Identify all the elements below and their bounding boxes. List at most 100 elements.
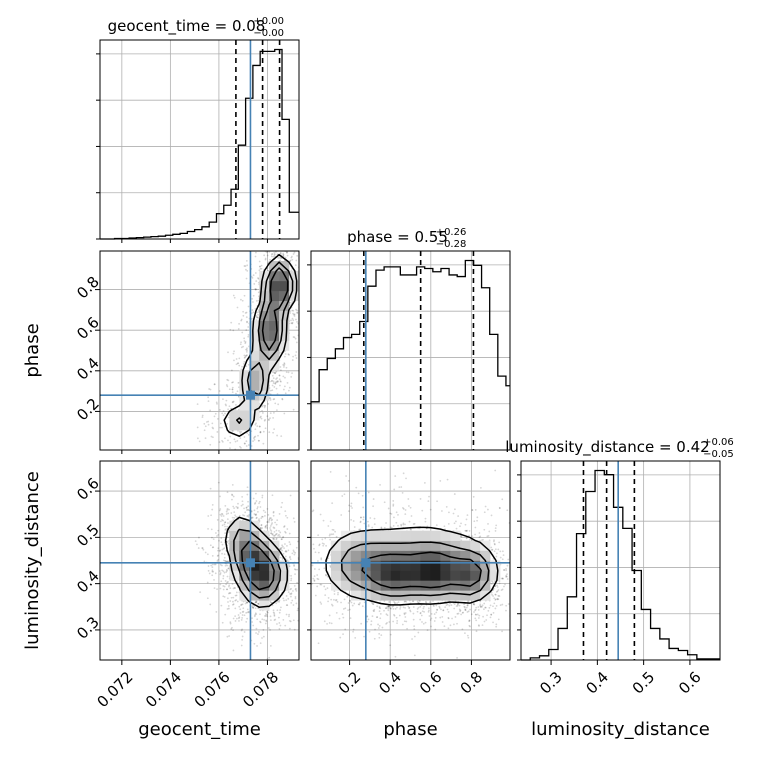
sample-point bbox=[288, 556, 291, 559]
panel-title-luminosity_distance: luminosity_distance = 0.42 bbox=[505, 438, 709, 457]
sample-point bbox=[221, 439, 223, 442]
sample-point bbox=[227, 530, 230, 533]
sample-point bbox=[244, 511, 247, 514]
sample-point bbox=[243, 356, 246, 359]
sample-point bbox=[244, 312, 247, 314]
sample-point bbox=[279, 547, 281, 550]
sample-point bbox=[278, 533, 280, 536]
sample-point bbox=[220, 512, 223, 515]
sample-point bbox=[283, 355, 286, 358]
sample-point bbox=[246, 601, 249, 604]
sample-point bbox=[228, 607, 230, 610]
sample-point bbox=[323, 620, 326, 623]
sample-point bbox=[256, 506, 259, 508]
sample-point bbox=[217, 533, 220, 536]
sample-point bbox=[275, 370, 278, 373]
sample-point bbox=[302, 296, 304, 298]
sample-point bbox=[240, 504, 243, 507]
sample-point bbox=[281, 673, 283, 675]
sample-point bbox=[285, 550, 287, 552]
density-cell bbox=[269, 350, 280, 361]
histogram-step-phase bbox=[310, 259, 510, 450]
title-main: luminosity_distance = 0.42 bbox=[505, 438, 709, 457]
sample-point bbox=[241, 331, 244, 334]
sample-point bbox=[494, 607, 497, 610]
sample-point bbox=[257, 603, 260, 605]
sample-point bbox=[302, 249, 304, 251]
sample-point bbox=[246, 611, 249, 614]
sample-point bbox=[260, 417, 263, 420]
sample-point bbox=[255, 500, 258, 502]
sample-point bbox=[296, 311, 299, 314]
sample-point bbox=[229, 621, 232, 623]
sample-point bbox=[302, 553, 304, 555]
sample-point bbox=[293, 568, 296, 571]
sample-point bbox=[238, 620, 240, 622]
sample-point bbox=[243, 361, 246, 363]
sample-point bbox=[265, 619, 268, 622]
sample-point bbox=[247, 334, 250, 336]
sample-point bbox=[438, 607, 441, 609]
sample-point bbox=[227, 567, 230, 570]
density-cell bbox=[259, 370, 270, 381]
sample-point bbox=[257, 434, 259, 437]
sample-point bbox=[224, 529, 227, 531]
density-cell bbox=[279, 280, 290, 292]
sample-point bbox=[267, 245, 269, 247]
sample-point bbox=[458, 608, 461, 611]
sample-point bbox=[255, 288, 257, 291]
sample-point bbox=[303, 547, 305, 549]
sample-point bbox=[292, 355, 295, 358]
sample-point bbox=[293, 628, 296, 631]
sample-point bbox=[255, 319, 258, 321]
sample-point bbox=[275, 387, 278, 390]
sample-point bbox=[272, 398, 275, 401]
sample-point bbox=[282, 597, 285, 600]
sample-point bbox=[255, 613, 258, 616]
sample-point bbox=[483, 528, 486, 531]
sample-point bbox=[334, 599, 337, 602]
sample-point bbox=[231, 386, 234, 389]
sample-point bbox=[264, 622, 267, 625]
sample-point bbox=[223, 556, 226, 559]
sample-point bbox=[242, 610, 245, 613]
sample-point bbox=[285, 613, 288, 616]
sample-point bbox=[252, 274, 255, 277]
sample-point bbox=[281, 545, 284, 548]
sample-point bbox=[255, 492, 257, 495]
sample-point bbox=[258, 439, 260, 442]
sample-point bbox=[394, 475, 397, 477]
sample-point bbox=[445, 505, 448, 508]
sample-point bbox=[304, 590, 306, 592]
sample-point bbox=[215, 401, 218, 404]
sample-point bbox=[247, 515, 250, 518]
title-upper-error: +0.06 bbox=[703, 437, 734, 448]
sample-point bbox=[254, 612, 257, 615]
sample-point bbox=[269, 525, 272, 527]
sample-point bbox=[229, 447, 231, 450]
sample-point bbox=[301, 228, 303, 230]
sample-point bbox=[395, 521, 398, 524]
sample-point bbox=[271, 244, 273, 246]
sample-point bbox=[254, 601, 257, 604]
sample-point bbox=[255, 243, 257, 245]
sample-point bbox=[510, 569, 512, 571]
sample-point bbox=[222, 575, 225, 577]
sample-point bbox=[277, 616, 280, 619]
sample-point bbox=[270, 601, 272, 604]
sample-point bbox=[287, 353, 290, 356]
sample-point bbox=[203, 429, 206, 432]
sample-point bbox=[222, 577, 225, 580]
sample-point bbox=[207, 396, 210, 399]
sample-point bbox=[292, 309, 295, 312]
sample-point bbox=[293, 553, 296, 556]
panel-frame bbox=[99, 39, 300, 240]
sample-point bbox=[296, 581, 299, 584]
sample-point bbox=[505, 604, 508, 607]
sample-point bbox=[243, 631, 246, 633]
sample-point bbox=[256, 507, 259, 510]
sample-point bbox=[229, 587, 232, 590]
sample-point bbox=[238, 357, 241, 360]
sample-point bbox=[257, 664, 259, 666]
density-cell bbox=[269, 290, 280, 302]
